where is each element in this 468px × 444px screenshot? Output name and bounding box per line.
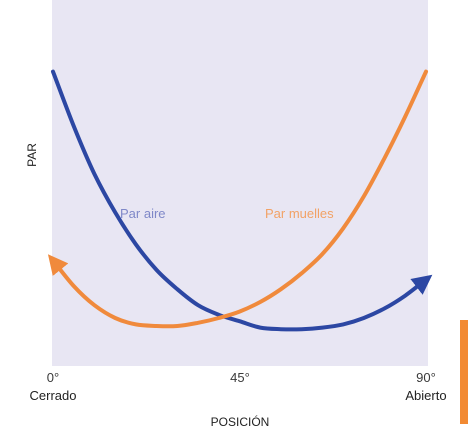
x-tick-label-45: 45°	[230, 370, 250, 385]
plot-area	[52, 0, 428, 366]
x-tick-label-0: 0°	[47, 370, 59, 385]
closed-position-label: Cerrado	[30, 388, 77, 403]
series-line-par-aire	[51, 69, 433, 332]
series-label-par-muelles: Par muelles	[265, 206, 334, 221]
orange-side-bar	[460, 320, 468, 424]
x-axis-title: POSICIÓN	[211, 414, 270, 429]
open-position-label: Abierto	[405, 388, 446, 403]
series-line-par-muelles	[47, 69, 428, 329]
x-tick-label-90: 90°	[416, 370, 436, 385]
series-label-par-aire: Par aire	[120, 206, 166, 221]
y-axis-title: PAR	[25, 143, 39, 167]
